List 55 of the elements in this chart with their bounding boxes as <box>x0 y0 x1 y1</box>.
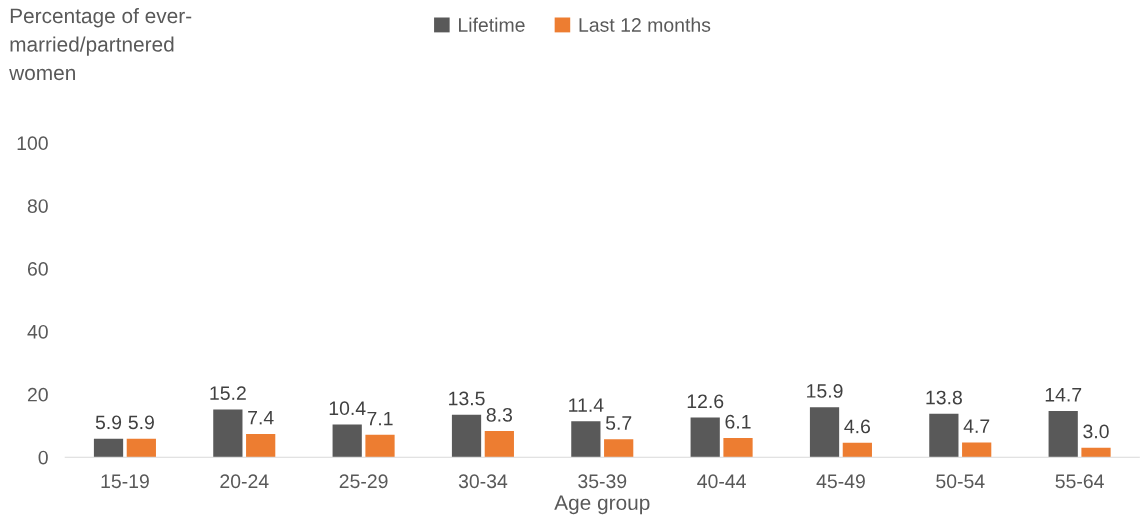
x-tick-label: 20-24 <box>220 474 269 489</box>
bar <box>809 407 840 458</box>
bar <box>365 434 395 458</box>
bar <box>126 438 156 458</box>
data-label: 13.8 <box>926 390 962 405</box>
bar <box>93 438 124 458</box>
data-label: 7.4 <box>248 410 274 425</box>
data-label: 7.1 <box>367 411 393 426</box>
bar <box>571 421 601 458</box>
y-tick-label: 0 <box>38 450 48 465</box>
legend-label: Lifetime <box>459 17 525 32</box>
data-label: 10.4 <box>329 401 366 416</box>
bar <box>723 438 753 458</box>
bar <box>1081 447 1111 458</box>
data-label: 4.6 <box>844 419 871 434</box>
x-tick-label: 35-39 <box>578 474 627 489</box>
x-axis-title: Age group <box>554 495 650 515</box>
x-tick-label: 15-19 <box>101 474 149 489</box>
data-label: 3.0 <box>1083 424 1109 439</box>
data-label: 15.2 <box>210 386 246 401</box>
bar <box>604 439 634 458</box>
bar <box>929 413 959 458</box>
y-tick-label: 80 <box>27 199 48 213</box>
bar <box>246 433 276 458</box>
data-label: 14.7 <box>1045 388 1082 402</box>
x-tick-label: 30-34 <box>458 474 508 489</box>
y-axis-title: Percentage of ever- married/partnered women <box>9 7 192 81</box>
data-label: 6.1 <box>725 414 751 429</box>
legend-label: Last 12 months <box>579 17 711 32</box>
bar <box>1048 410 1078 458</box>
data-label: 12.6 <box>687 394 724 409</box>
data-label: 15.9 <box>807 384 843 398</box>
data-label: 11.4 <box>569 398 604 412</box>
bar <box>484 431 514 458</box>
x-tick-label: 50-54 <box>936 474 985 489</box>
x-tick-label: 45-49 <box>816 474 865 489</box>
bar <box>962 442 992 458</box>
data-label: 4.7 <box>963 419 990 433</box>
bar <box>690 417 720 458</box>
data-label: 13.5 <box>449 391 485 406</box>
y-tick-label: 100 <box>17 136 48 151</box>
data-label: 5.7 <box>605 416 632 430</box>
x-tick-label: 55-64 <box>1055 474 1104 489</box>
bar <box>332 424 362 458</box>
data-label: 5.9 <box>128 415 154 430</box>
x-tick-label: 40-44 <box>697 474 746 489</box>
y-tick-label: 60 <box>27 262 48 276</box>
bar <box>451 414 482 458</box>
data-label: 5.9 <box>95 415 122 430</box>
x-tick-label: 25-29 <box>339 474 388 489</box>
y-tick-label: 20 <box>27 387 48 402</box>
bar <box>842 442 872 458</box>
data-label: 8.3 <box>486 407 513 422</box>
bar <box>213 409 243 458</box>
y-tick-label: 40 <box>27 324 48 339</box>
